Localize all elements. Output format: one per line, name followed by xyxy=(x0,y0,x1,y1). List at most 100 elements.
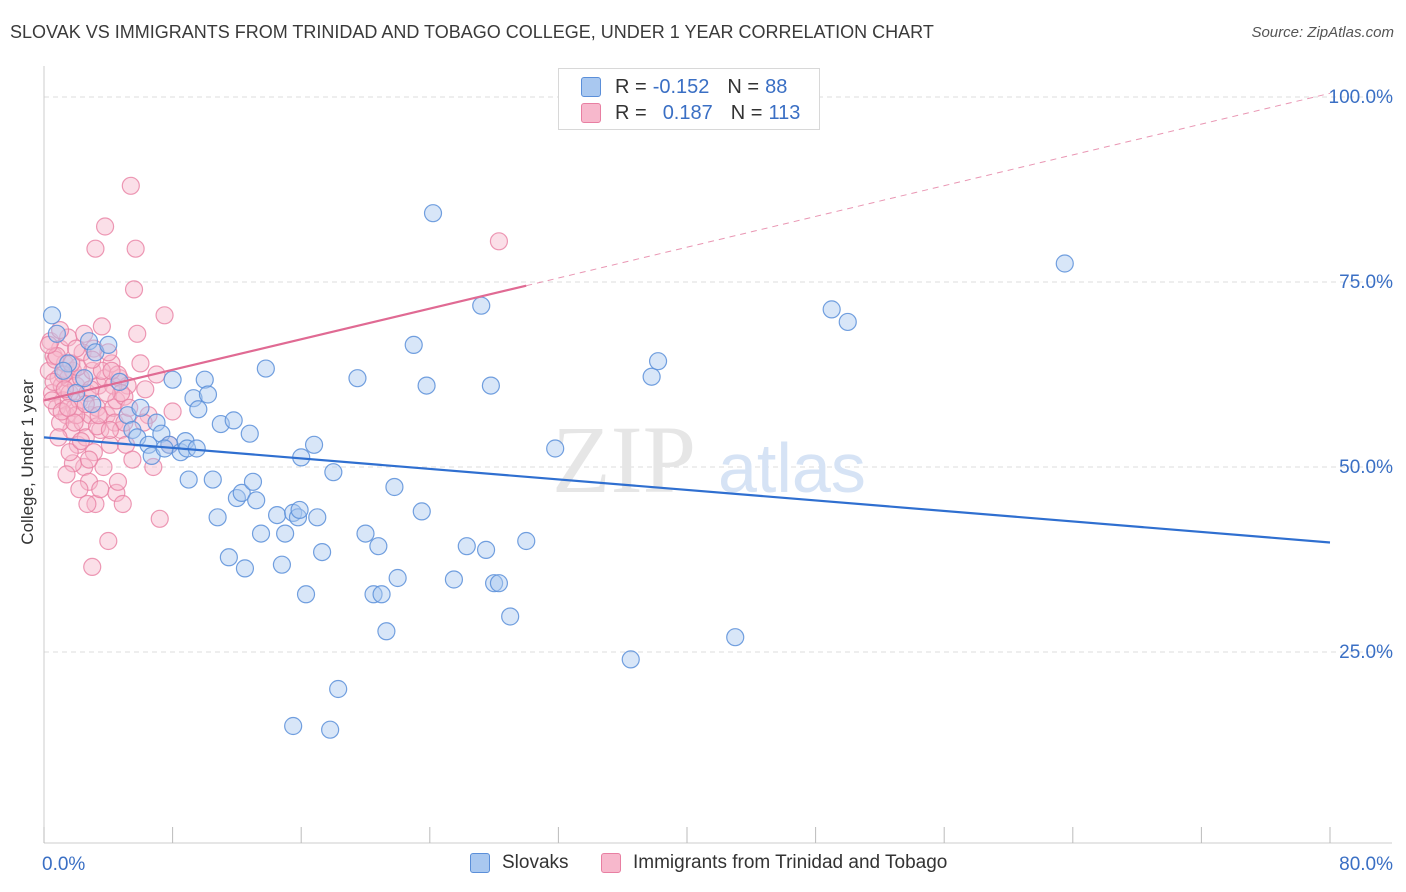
blue-point xyxy=(208,508,227,527)
blue-point xyxy=(321,720,340,739)
blue-point xyxy=(75,369,94,388)
pink-point xyxy=(489,232,509,251)
legend-n-label: N = xyxy=(730,101,763,124)
pink-point xyxy=(86,239,105,258)
pink-point xyxy=(100,420,120,440)
pink-point xyxy=(126,239,145,258)
blue-point xyxy=(369,537,388,556)
blue-trend-line xyxy=(43,436,1331,544)
blue-point xyxy=(147,413,166,432)
blue-point xyxy=(240,424,259,443)
blue-point xyxy=(457,537,476,556)
pink-point xyxy=(150,509,169,528)
watermark-zip: ZIP xyxy=(552,406,696,513)
blue-point xyxy=(1055,254,1074,273)
blue-point xyxy=(235,559,255,578)
pink-point xyxy=(99,343,118,362)
y-tick-label: 25.0% xyxy=(1339,642,1393,663)
legend-item-trinidad: Immigrants from Trinidad and Tobago xyxy=(601,852,947,874)
blue-point xyxy=(304,435,324,454)
blue-point xyxy=(356,524,375,543)
legend-row-slovaks: R = -0.152 N = 88 xyxy=(581,74,787,100)
legend-r-label: R = xyxy=(615,75,647,98)
pink-point xyxy=(99,531,118,551)
y-tick-labels: 25.0% 50.0% 75.0% 100.0% xyxy=(1329,87,1394,663)
pink-point xyxy=(136,380,155,399)
blue-point xyxy=(308,508,327,527)
pink-point xyxy=(95,217,115,236)
blue-point xyxy=(348,369,367,388)
legend-n-value: 88 xyxy=(765,75,788,98)
series-legend: Slovaks Immigrants from Trinidad and Tob… xyxy=(0,852,1406,878)
blue-series-points xyxy=(42,204,1074,739)
pink-point xyxy=(163,402,182,421)
legend-n-label: N = xyxy=(727,75,760,98)
legend-label-slovaks: Slovaks xyxy=(502,852,569,873)
blue-point xyxy=(256,359,275,378)
blue-point xyxy=(404,335,423,354)
blue-point xyxy=(42,306,62,325)
blue-point xyxy=(288,508,308,527)
pink-point xyxy=(123,450,142,469)
blue-point xyxy=(546,439,565,458)
pink-point xyxy=(100,435,120,454)
x-tick-label-min: 0.0% xyxy=(42,854,85,875)
legend-swatch-pink xyxy=(581,103,601,123)
pink-point xyxy=(59,398,78,417)
blue-point xyxy=(272,555,292,574)
pink-point xyxy=(70,480,89,499)
legend-swatch-pink xyxy=(601,853,621,873)
blue-point xyxy=(267,505,287,525)
pink-point xyxy=(57,465,76,484)
legend-n-value: 113 xyxy=(768,101,801,124)
axes xyxy=(43,66,1392,844)
blue-point xyxy=(412,502,431,521)
blue-point xyxy=(251,524,271,543)
y-axis-label-wrap: College, Under 1 year xyxy=(0,0,56,892)
blue-point xyxy=(195,370,214,389)
pink-point xyxy=(78,494,97,514)
blue-point xyxy=(444,570,464,589)
pink-point xyxy=(121,176,140,195)
legend-swatch-blue xyxy=(581,77,601,97)
blue-point xyxy=(163,370,182,389)
blue-point xyxy=(83,395,102,414)
pink-point xyxy=(94,457,113,477)
blue-point xyxy=(47,324,66,343)
blue-point xyxy=(838,312,857,332)
pink-point xyxy=(79,472,99,491)
blue-point xyxy=(388,568,407,588)
blue-point xyxy=(489,574,509,593)
legend-row-trinidad: R = 0.187 N = 113 xyxy=(581,100,800,126)
pink-point xyxy=(83,557,102,577)
legend-label-trinidad: Immigrants from Trinidad and Tobago xyxy=(633,852,948,873)
pink-point xyxy=(155,306,174,325)
blue-point xyxy=(99,335,118,354)
blue-point xyxy=(247,491,266,510)
legend-swatch-blue xyxy=(470,853,490,873)
blue-point xyxy=(423,204,443,223)
x-tick-labels: 0.0% 80.0% xyxy=(42,854,1393,875)
blue-point xyxy=(385,477,404,497)
pink-point xyxy=(124,280,144,299)
y-axis-label: College, Under 1 year xyxy=(18,379,37,545)
blue-point xyxy=(642,367,661,386)
blue-point xyxy=(79,332,99,351)
pink-point xyxy=(60,443,79,462)
blue-point xyxy=(485,574,504,593)
pink-point xyxy=(102,354,121,373)
blue-point xyxy=(290,500,309,520)
blue-point xyxy=(224,411,243,430)
pink-point xyxy=(108,472,128,491)
pink-point xyxy=(91,480,110,499)
blue-point xyxy=(324,463,343,482)
blue-point xyxy=(284,716,303,736)
blue-point xyxy=(822,300,841,319)
pink-series-points xyxy=(39,176,509,577)
y-tick-label: 100.0% xyxy=(1329,87,1394,108)
blue-point xyxy=(243,472,263,491)
blue-point xyxy=(232,483,251,502)
blue-point xyxy=(726,628,745,647)
blue-point xyxy=(179,470,198,489)
